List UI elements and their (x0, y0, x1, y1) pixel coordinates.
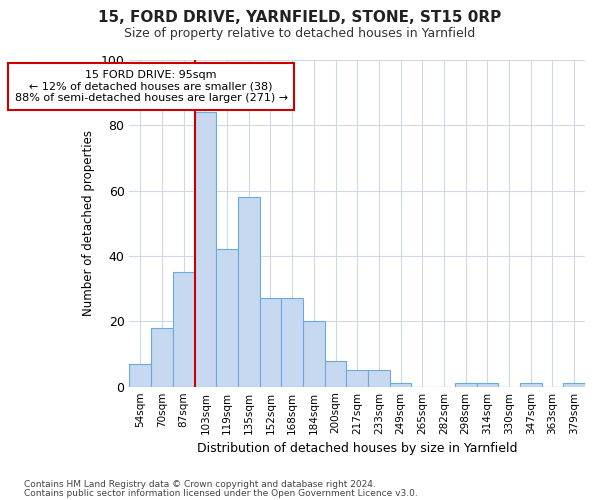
Bar (238, 197, 260, 386)
Bar (346, 370, 368, 386)
Text: Contains HM Land Registry data © Crown copyright and database right 2024.: Contains HM Land Registry data © Crown c… (24, 480, 376, 489)
Bar (455, 384, 476, 386)
Bar (260, 298, 281, 386)
Bar (368, 370, 390, 386)
Text: 15 FORD DRIVE: 95sqm
← 12% of detached houses are smaller (38)
88% of semi-detac: 15 FORD DRIVE: 95sqm ← 12% of detached h… (14, 70, 287, 103)
Text: 15, FORD DRIVE, YARNFIELD, STONE, ST15 0RP: 15, FORD DRIVE, YARNFIELD, STONE, ST15 0… (98, 10, 502, 25)
Bar (303, 322, 325, 386)
Bar (476, 384, 498, 386)
Text: Contains public sector information licensed under the Open Government Licence v3: Contains public sector information licen… (24, 488, 418, 498)
Y-axis label: Number of detached properties: Number of detached properties (82, 130, 95, 316)
Bar (281, 298, 303, 386)
Bar (325, 360, 346, 386)
Bar (173, 272, 194, 386)
Bar (390, 384, 412, 386)
Bar (151, 328, 173, 386)
Bar (216, 250, 238, 386)
Bar (194, 112, 216, 386)
Bar (563, 384, 585, 386)
Bar (130, 364, 151, 386)
Text: Size of property relative to detached houses in Yarnfield: Size of property relative to detached ho… (124, 28, 476, 40)
X-axis label: Distribution of detached houses by size in Yarnfield: Distribution of detached houses by size … (197, 442, 517, 455)
Bar (520, 384, 542, 386)
